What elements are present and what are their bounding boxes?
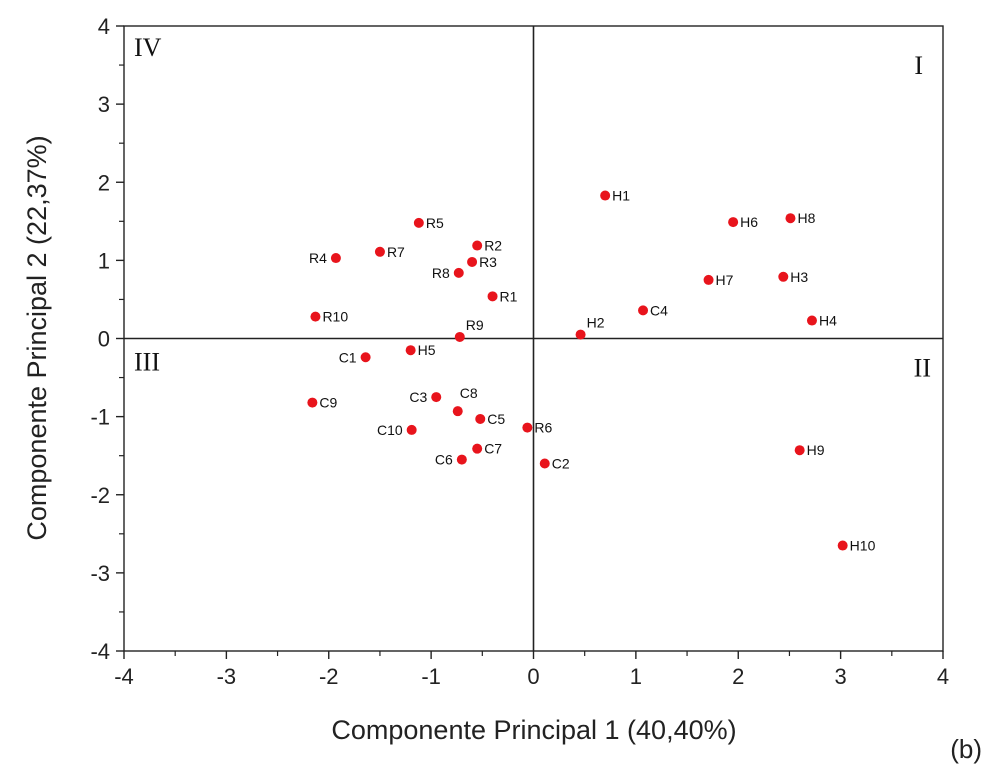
panel-tag: (b) xyxy=(950,734,982,764)
data-point xyxy=(454,331,465,342)
x-tick-label: -3 xyxy=(217,664,237,689)
y-axis-ticks: -4 -3 -2 -1 0 1 2 3 4 xyxy=(90,14,124,664)
point-label: R3 xyxy=(479,254,497,270)
data-point xyxy=(452,406,463,417)
data-point xyxy=(456,454,467,465)
point-label: C8 xyxy=(460,385,478,401)
point-label: C6 xyxy=(435,452,453,468)
y-tick-label: 3 xyxy=(98,92,110,117)
x-tick-label: 2 xyxy=(732,664,744,689)
data-point xyxy=(360,352,371,363)
data-point xyxy=(310,311,321,322)
data-point xyxy=(785,213,796,224)
point-label: R4 xyxy=(309,250,327,266)
quadrant-label: II xyxy=(914,354,931,383)
point-label: C7 xyxy=(484,441,502,457)
y-tick-label: 4 xyxy=(98,14,110,39)
point-label: R1 xyxy=(500,288,518,304)
y-tick-label: 0 xyxy=(98,327,110,352)
point-label: R2 xyxy=(484,238,502,254)
point-label: C1 xyxy=(339,349,357,365)
y-axis-title: Componente Principal 2 (22,37%) xyxy=(22,135,52,540)
point-label: H10 xyxy=(850,538,876,554)
data-point xyxy=(330,253,341,264)
data-point xyxy=(472,240,483,251)
point-label: H7 xyxy=(716,272,734,288)
data-point xyxy=(487,291,498,302)
y-tick-label: -4 xyxy=(90,639,110,664)
data-point xyxy=(405,345,416,356)
data-point xyxy=(475,413,486,424)
point-label: C2 xyxy=(552,456,570,472)
data-point xyxy=(638,305,649,316)
y-tick-label: -2 xyxy=(90,483,110,508)
x-tick-label: 1 xyxy=(630,664,642,689)
point-label: H8 xyxy=(797,210,815,226)
data-point xyxy=(307,397,318,408)
point-label: H2 xyxy=(587,315,605,331)
data-point xyxy=(778,271,789,282)
x-tick-label: -1 xyxy=(421,664,441,689)
data-point xyxy=(406,424,417,435)
data-point xyxy=(539,458,550,469)
x-tick-label: -2 xyxy=(319,664,339,689)
point-label: R8 xyxy=(432,265,450,281)
data-point xyxy=(453,267,464,278)
data-point xyxy=(728,217,739,228)
point-label: R10 xyxy=(322,309,348,325)
y-tick-label: -3 xyxy=(90,561,110,586)
data-point xyxy=(575,329,586,340)
point-label: R7 xyxy=(387,244,405,260)
point-label: R9 xyxy=(466,317,484,333)
y-tick-label: 1 xyxy=(98,248,110,273)
x-axis-ticks: -4 -3 -2 -1 0 1 2 3 4 xyxy=(114,651,949,689)
data-point xyxy=(837,540,848,551)
data-point xyxy=(703,274,714,285)
data-point xyxy=(467,256,478,267)
point-label: C5 xyxy=(487,411,505,427)
data-point xyxy=(522,422,533,433)
point-label: H5 xyxy=(418,342,436,358)
x-axis-title: Componente Principal 1 (40,40%) xyxy=(331,715,736,745)
point-label: H4 xyxy=(819,313,837,329)
data-point xyxy=(472,443,483,454)
point-label: R6 xyxy=(534,420,552,436)
point-label: C10 xyxy=(377,422,403,438)
data-point xyxy=(413,217,424,228)
point-label: H6 xyxy=(740,214,758,230)
x-tick-label: 4 xyxy=(937,664,949,689)
quadrant-label: III xyxy=(134,348,160,377)
data-point xyxy=(806,315,817,326)
data-point xyxy=(374,246,385,257)
y-tick-label: 2 xyxy=(98,170,110,195)
point-label: H1 xyxy=(612,188,630,204)
x-tick-label: 0 xyxy=(527,664,539,689)
point-label: C3 xyxy=(409,389,427,405)
point-label: H3 xyxy=(790,269,808,285)
data-point xyxy=(794,445,805,456)
quadrant-label: I xyxy=(914,51,923,80)
point-label: C4 xyxy=(650,302,668,318)
y-tick-label: -1 xyxy=(90,405,110,430)
data-point xyxy=(600,190,611,201)
x-tick-label: -4 xyxy=(114,664,134,689)
point-label: H9 xyxy=(807,442,825,458)
x-tick-label: 3 xyxy=(835,664,847,689)
point-label: C9 xyxy=(319,395,337,411)
point-label: R5 xyxy=(426,215,444,231)
quadrant-label: IV xyxy=(134,33,162,62)
data-point xyxy=(431,392,442,403)
